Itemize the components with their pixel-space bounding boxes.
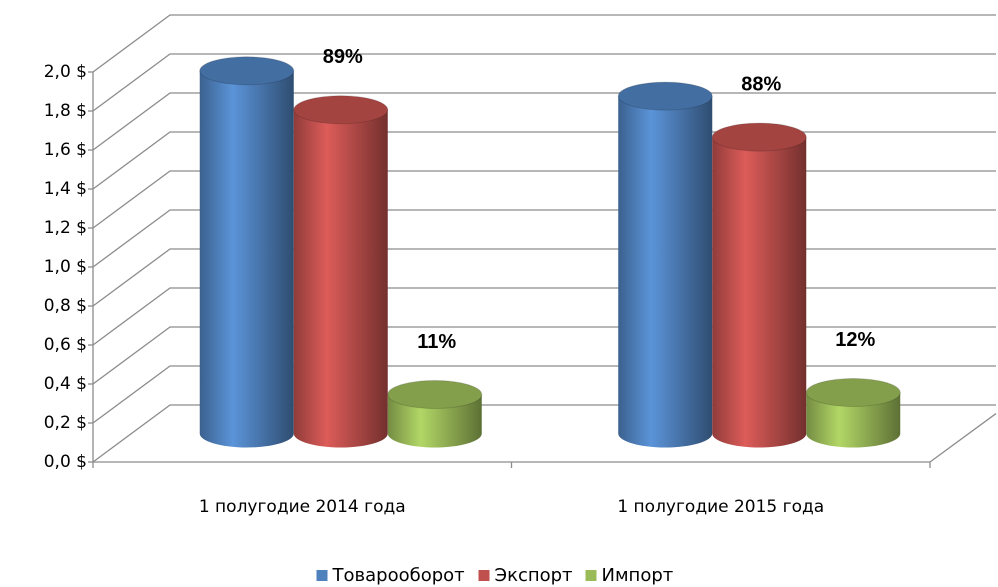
- cylinder-body: [199, 70, 294, 448]
- grid-line: [92, 14, 996, 73]
- cylinder: [617, 81, 713, 448]
- cylinder: [293, 95, 389, 448]
- y-tick-label: 0,4 $: [44, 374, 87, 394]
- cylinder: [805, 378, 901, 448]
- y-tick-label: 1,2 $: [44, 218, 87, 238]
- y-tick-label: 1,6 $: [44, 140, 87, 160]
- legend-label: Импорт: [602, 565, 674, 586]
- legend-label: Экспорт: [495, 565, 573, 586]
- legend-swatch: [585, 570, 597, 581]
- cylinder-body: [806, 392, 901, 448]
- cylinder-top: [199, 56, 295, 86]
- cylinder-body: [293, 109, 388, 448]
- y-tick-label: 0,6 $: [44, 335, 87, 355]
- cylinder-body: [387, 394, 482, 448]
- cylinder: [199, 56, 295, 448]
- x-tick-label: 1 полугодие 2014 года: [199, 497, 406, 517]
- cylinder: [711, 122, 807, 448]
- cylinder-top: [617, 81, 713, 111]
- cylinder-top: [711, 122, 807, 152]
- cylinder: [387, 380, 483, 448]
- y-tick-label: 1,8 $: [44, 101, 87, 121]
- x-tick-label: 1 полугодие 2015 года: [617, 497, 824, 517]
- grid-line: [92, 53, 996, 112]
- y-tick-label: 1,4 $: [44, 179, 87, 199]
- y-tick-label: 0,2 $: [44, 413, 87, 433]
- cylinder-top: [387, 380, 483, 409]
- annotation: 11%: [417, 331, 456, 353]
- grid-line: [92, 92, 996, 151]
- legend-label: Товарооборот: [332, 565, 465, 586]
- annotation: 88%: [741, 73, 781, 95]
- cylinder-top: [805, 378, 901, 408]
- annotation: 89%: [323, 46, 363, 68]
- y-tick-label: 0,0 $: [44, 452, 87, 472]
- y-tick-label: 2,0 $: [44, 62, 87, 82]
- cylinder-body: [618, 96, 713, 448]
- cylinder-body: [712, 137, 807, 448]
- legend-swatch: [316, 570, 328, 581]
- cylinder-top: [293, 95, 389, 125]
- annotation: 12%: [835, 329, 875, 351]
- legend-swatch: [478, 570, 490, 581]
- y-tick-label: 0,8 $: [44, 296, 87, 316]
- y-tick-label: 1,0 $: [44, 257, 87, 277]
